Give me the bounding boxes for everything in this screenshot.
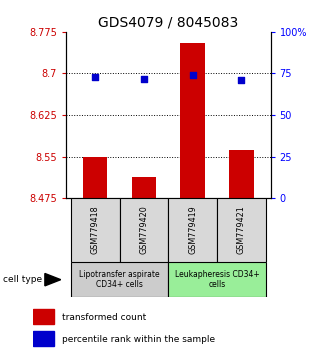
Text: GSM779420: GSM779420: [140, 206, 148, 255]
Bar: [181, 43, 205, 198]
Text: transformed count: transformed count: [62, 313, 146, 322]
Bar: [229, 150, 253, 198]
Bar: [33, 331, 54, 346]
Point: [239, 77, 244, 83]
Text: Lipotransfer aspirate
CD34+ cells: Lipotransfer aspirate CD34+ cells: [79, 270, 160, 289]
Bar: [71, 262, 168, 297]
Bar: [33, 309, 54, 324]
Point: [190, 72, 195, 78]
Text: percentile rank within the sample: percentile rank within the sample: [62, 335, 215, 344]
Bar: [168, 262, 266, 297]
Point: [141, 76, 147, 82]
Text: GSM779418: GSM779418: [91, 206, 100, 255]
Bar: [119, 198, 168, 262]
Bar: [132, 177, 156, 198]
Polygon shape: [45, 273, 61, 286]
Bar: [217, 198, 266, 262]
Text: Leukapheresis CD34+
cells: Leukapheresis CD34+ cells: [175, 270, 259, 289]
Text: cell type: cell type: [3, 275, 43, 284]
Bar: [83, 156, 107, 198]
Text: GSM779419: GSM779419: [188, 206, 197, 255]
Point: [93, 74, 98, 80]
Text: GSM779421: GSM779421: [237, 206, 246, 255]
Title: GDS4079 / 8045083: GDS4079 / 8045083: [98, 15, 238, 29]
Bar: [71, 198, 119, 262]
Bar: [168, 198, 217, 262]
